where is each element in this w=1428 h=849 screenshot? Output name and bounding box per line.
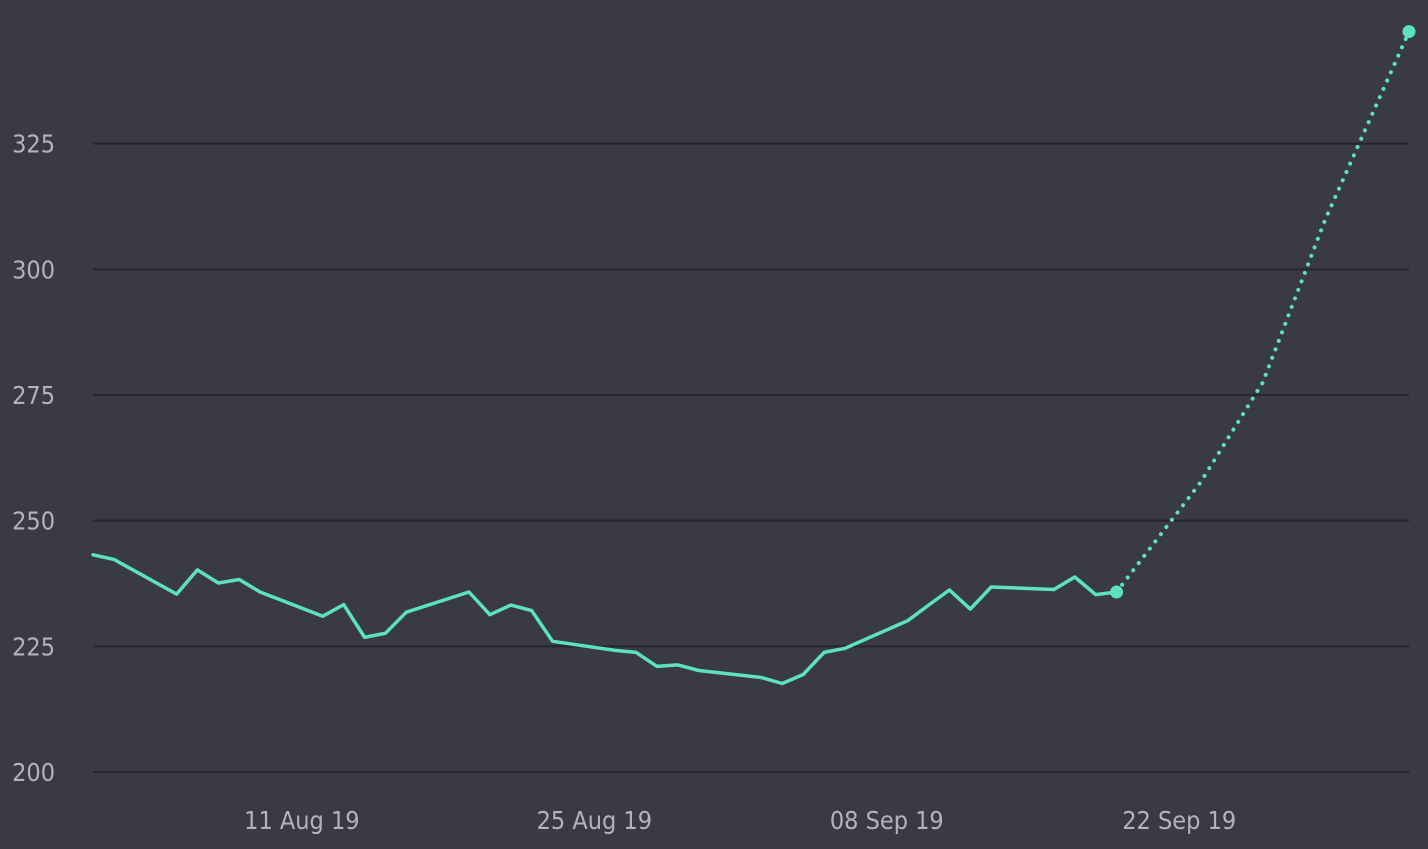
x-tick-label: 08 Sep 19 [830,806,944,835]
last-actual-point-marker [1110,585,1124,599]
y-tick-label: 200 [12,758,55,787]
y-tick-label: 275 [12,381,55,410]
x-tick-label: 11 Aug 19 [244,806,359,835]
x-tick-label: 25 Aug 19 [537,806,652,835]
y-tick-label: 325 [12,130,55,159]
forecast-end-point-marker [1402,25,1416,39]
y-tick-label: 250 [12,507,55,536]
y-tick-label: 300 [12,255,55,284]
forecast-series-line [1114,29,1411,594]
y-tick-label: 225 [12,632,55,661]
historical-series-line [91,553,1119,686]
x-tick-label: 22 Sep 19 [1122,806,1236,835]
